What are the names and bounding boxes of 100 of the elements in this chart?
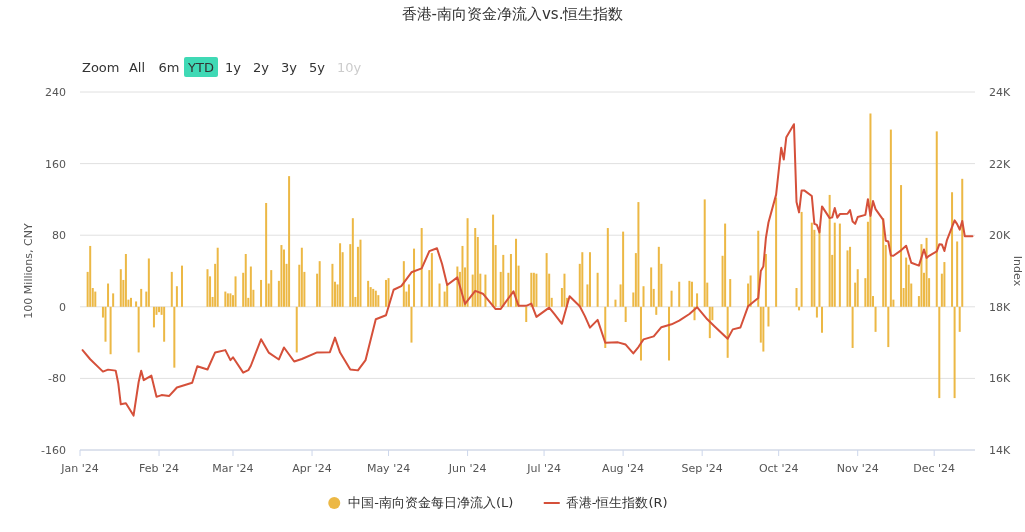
bar — [94, 291, 97, 307]
bar — [492, 214, 495, 307]
y-tick-label: -80 — [48, 372, 66, 386]
bar — [407, 284, 410, 307]
bar — [265, 202, 268, 307]
bar — [339, 243, 342, 307]
text: Zoom — [82, 60, 120, 75]
bar — [622, 231, 625, 307]
bar — [152, 306, 155, 328]
bar — [438, 283, 441, 307]
bar — [726, 306, 729, 358]
bar — [581, 252, 584, 307]
x-tick-label: Mar '24 — [212, 462, 254, 475]
bar — [563, 273, 566, 307]
bar — [764, 254, 767, 307]
text: 5y — [309, 60, 326, 75]
bar — [109, 306, 112, 355]
bar — [140, 288, 143, 307]
bar — [800, 211, 803, 307]
bar — [545, 253, 548, 307]
bar — [943, 262, 946, 307]
text: 2y — [253, 60, 270, 75]
x-tick-label: Oct '24 — [758, 462, 799, 475]
bar — [413, 248, 416, 307]
y-tick-label: 160 — [45, 157, 66, 171]
bar — [351, 218, 354, 307]
bar — [430, 253, 433, 307]
bar — [703, 199, 706, 307]
bar — [887, 306, 890, 348]
bar — [456, 266, 459, 307]
bar — [359, 239, 362, 307]
y-axis-title: 100 Millions, CNY — [22, 223, 35, 319]
bar — [961, 178, 964, 307]
legend-label: 中国-南向资金每日净流入(L) — [348, 495, 514, 510]
bar — [882, 218, 885, 307]
bar — [874, 306, 877, 332]
bar — [655, 306, 658, 315]
y-tick-label: 0 — [59, 300, 66, 314]
bar — [107, 283, 110, 307]
bar — [678, 281, 681, 307]
bar — [104, 306, 107, 342]
bar — [749, 275, 752, 307]
bar — [282, 249, 285, 307]
bar — [89, 245, 92, 307]
text: 1y — [225, 60, 242, 75]
bar — [216, 247, 219, 307]
bar — [828, 194, 831, 307]
bar — [956, 241, 959, 307]
bar — [938, 306, 941, 399]
bar — [295, 306, 298, 353]
bar — [234, 276, 237, 307]
x-tick-label: Nov '24 — [836, 462, 879, 475]
y2-tick-label: 24K — [989, 86, 1011, 99]
bar — [614, 299, 617, 307]
chart-title: 香港-南向资金净流入vs.恒生指数 — [401, 5, 624, 23]
bar — [767, 306, 770, 327]
bar — [280, 245, 283, 307]
bar — [135, 301, 138, 307]
text: 3y — [281, 60, 298, 75]
x-tick-label: Dec '24 — [913, 462, 956, 475]
bar — [466, 218, 469, 307]
bar — [889, 129, 892, 307]
bar — [206, 269, 209, 307]
bar — [642, 286, 645, 307]
y2-tick-label: 18K — [989, 300, 1011, 314]
bar — [535, 273, 538, 307]
bar — [838, 223, 841, 307]
bar — [119, 269, 122, 307]
y-tick-label: 240 — [45, 86, 66, 99]
bar — [163, 306, 166, 342]
x-tick-label: Sep '24 — [681, 462, 723, 475]
x-tick-label: Jul '24 — [526, 462, 561, 475]
bar — [846, 250, 849, 307]
bar — [729, 279, 732, 307]
bar — [775, 197, 778, 307]
bar — [474, 228, 477, 307]
bar — [318, 261, 321, 307]
bar — [525, 306, 528, 323]
bar — [905, 257, 908, 307]
bar — [173, 306, 176, 368]
bar — [762, 306, 765, 352]
legend-label: 香港-恒生指数(R) — [565, 495, 668, 510]
bar — [606, 228, 609, 307]
bar — [935, 131, 938, 307]
text: 6m — [158, 60, 180, 75]
y2-tick-label: 22K — [989, 157, 1011, 171]
x-tick-label: May '24 — [366, 462, 411, 475]
bar — [624, 306, 627, 323]
bar — [484, 274, 487, 307]
bar — [588, 252, 591, 307]
bar — [244, 254, 247, 307]
bar — [869, 113, 872, 307]
bar — [670, 290, 673, 307]
bar — [288, 176, 291, 307]
bar — [147, 258, 150, 307]
bar — [639, 306, 642, 361]
bar — [900, 185, 903, 307]
bar — [112, 293, 115, 307]
y2-tick-label: 16K — [989, 372, 1011, 386]
bar — [953, 306, 956, 399]
